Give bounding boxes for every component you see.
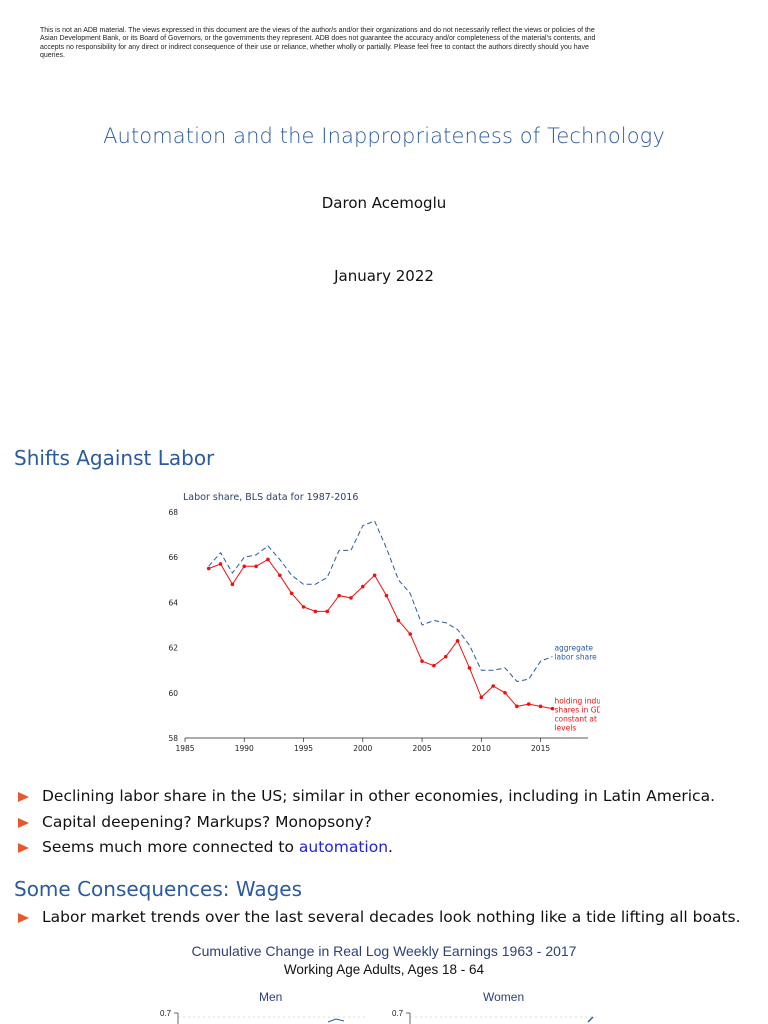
chart-title: Labor share, BLS data for 1987-2016 bbox=[183, 492, 358, 503]
labor-share-chart-svg: Labor share, BLS data for 1987-2016 1985 1… bbox=[168, 492, 618, 753]
data-point-marker bbox=[515, 704, 519, 709]
author-name: Daron Acemoglu bbox=[321, 194, 447, 212]
y-tick-label: 68 bbox=[168, 508, 178, 517]
data-point-marker bbox=[479, 695, 484, 700]
data-point-marker bbox=[455, 639, 460, 643]
y-tick-label: 64 bbox=[168, 598, 178, 607]
y-tick-label: 62 bbox=[168, 644, 178, 653]
data-point-marker bbox=[396, 618, 401, 623]
data-point-marker bbox=[325, 609, 330, 614]
bullet-item: Declining labor share in the US; similar… bbox=[14, 784, 715, 810]
data-point-marker bbox=[360, 584, 365, 589]
bullet-item: Capital deepening? Markups? Monopsony? bbox=[14, 810, 715, 836]
series-label: holding industry bbox=[554, 697, 600, 706]
panel-label-men: Men bbox=[259, 990, 283, 1004]
y-tick-label-men: 0.7 bbox=[160, 1009, 172, 1018]
women-series-fragment bbox=[587, 1016, 594, 1023]
data-point-marker bbox=[218, 562, 223, 566]
x-tick-label: 1995 bbox=[294, 744, 313, 753]
bullet-text: Seems much more connected to bbox=[42, 838, 299, 856]
bullet-item: Labor market trends over the last severa… bbox=[14, 905, 741, 931]
series-label: aggregate bbox=[554, 644, 593, 653]
earnings-figure-subtitle: Working Age Adults, Ages 18 - 64 bbox=[283, 962, 485, 977]
labor-share-chart: Labor share, BLS data for 1987-2016 1985 1… bbox=[160, 486, 618, 756]
panel-label-women: Women bbox=[483, 990, 525, 1004]
bullet-text: Capital deepening? Markups? Monopsony? bbox=[42, 812, 372, 831]
bullet-triangle-icon bbox=[18, 792, 29, 802]
y-tick-label: 58 bbox=[168, 734, 178, 743]
bullet-item: Seems much more connected to automation. bbox=[14, 835, 715, 861]
presentation-title: Automation and the Inappropriateness of … bbox=[103, 124, 665, 148]
y-tick-label-women: 0.7 bbox=[392, 1009, 404, 1018]
data-point-marker bbox=[432, 663, 436, 668]
data-point-marker bbox=[467, 666, 472, 670]
data-point-marker bbox=[349, 596, 353, 600]
x-tick-label: 1985 bbox=[175, 744, 194, 753]
slide3-bullet-list: Labor market trends over the last severa… bbox=[14, 905, 741, 931]
slide2-bullet-list: Declining labor share in the US; similar… bbox=[14, 784, 715, 861]
disclaimer-text: This is not an ADB material. The views e… bbox=[40, 27, 596, 59]
data-point-marker bbox=[538, 704, 543, 709]
data-point-marker bbox=[443, 654, 448, 659]
x-tick-label: 2005 bbox=[413, 744, 432, 753]
bullet-text-end: . bbox=[388, 838, 393, 856]
data-point-marker bbox=[278, 573, 282, 578]
data-point-marker bbox=[289, 591, 294, 596]
slide-heading-wages: Some Consequences: Wages bbox=[14, 877, 303, 901]
presentation-date: January 2022 bbox=[334, 267, 434, 285]
data-point-marker bbox=[206, 566, 211, 571]
series-label: levels bbox=[554, 724, 576, 733]
data-point-marker bbox=[230, 582, 235, 587]
men-series-fragment bbox=[327, 1018, 345, 1023]
slide-heading-shifts: Shifts Against Labor bbox=[14, 446, 215, 470]
bullet-text: Declining labor share in the US; similar… bbox=[42, 787, 715, 805]
x-tick-label: 1990 bbox=[235, 744, 254, 753]
bullet-triangle-icon bbox=[18, 913, 29, 923]
data-point-marker bbox=[337, 593, 341, 598]
data-point-marker bbox=[301, 605, 306, 609]
industry-constant-labor-share-line bbox=[208, 558, 553, 710]
series-label: constant at 1987 bbox=[554, 715, 600, 724]
data-point-marker bbox=[242, 564, 247, 569]
data-point-marker bbox=[420, 659, 424, 663]
data-point-marker bbox=[384, 593, 389, 598]
data-point-marker bbox=[408, 632, 413, 636]
data-point-marker bbox=[372, 573, 377, 578]
bullet-triangle-icon bbox=[18, 843, 29, 853]
data-point-marker bbox=[254, 564, 258, 569]
data-point-marker bbox=[313, 609, 318, 614]
series-label: shares in GDP bbox=[554, 706, 600, 715]
data-point-marker bbox=[266, 557, 270, 562]
data-point-marker bbox=[550, 706, 555, 711]
y-tick-label: 60 bbox=[168, 689, 178, 698]
aggregate-labor-share-line bbox=[208, 520, 553, 683]
automation-link[interactable]: automation bbox=[298, 838, 389, 856]
data-point-marker bbox=[503, 691, 507, 695]
x-tick-label: 2000 bbox=[353, 744, 372, 753]
series-label: labor share bbox=[554, 653, 597, 662]
x-tick-label: 2015 bbox=[531, 744, 550, 753]
earnings-figure-axes: 0.7 0.7 bbox=[160, 1009, 596, 1024]
earnings-figure-title: Cumulative Change in Real Log Weekly Ear… bbox=[191, 943, 577, 959]
x-tick-label: 2010 bbox=[472, 744, 491, 753]
bullet-text: Labor market trends over the last severa… bbox=[42, 908, 741, 926]
y-tick-label: 66 bbox=[168, 553, 178, 562]
data-point-marker bbox=[526, 702, 531, 706]
bullet-triangle-icon bbox=[18, 817, 29, 828]
data-point-marker bbox=[491, 684, 495, 688]
